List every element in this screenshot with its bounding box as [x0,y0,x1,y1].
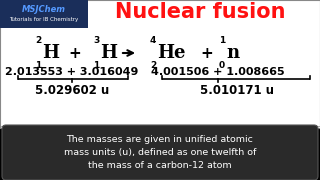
Text: MSJChem: MSJChem [22,4,66,14]
Text: +: + [201,46,213,60]
FancyBboxPatch shape [0,0,88,28]
Text: 5.010171 u: 5.010171 u [200,84,274,98]
FancyBboxPatch shape [2,125,318,180]
Text: 2: 2 [35,36,41,45]
FancyBboxPatch shape [0,0,320,128]
Text: H: H [42,44,59,62]
Text: 5.029602 u: 5.029602 u [35,84,109,98]
Text: 1: 1 [35,61,41,70]
Text: 4.001506 + 1.008665: 4.001506 + 1.008665 [151,67,285,77]
Text: H: H [100,44,117,62]
Text: Tutorials for IB Chemistry: Tutorials for IB Chemistry [9,17,79,21]
Text: 3: 3 [93,36,99,45]
Text: 1: 1 [93,61,99,70]
Text: +: + [68,46,81,60]
Text: 0: 0 [219,61,225,70]
Text: n: n [226,44,239,62]
Text: The masses are given in unified atomic
mass units (u), defined as one twelfth of: The masses are given in unified atomic m… [64,135,256,170]
Text: Nuclear fusion: Nuclear fusion [115,2,285,22]
Text: 2.013553 + 3.016049: 2.013553 + 3.016049 [5,67,139,77]
Text: 1: 1 [219,36,225,45]
Text: 4: 4 [150,36,156,45]
Text: 2: 2 [150,61,156,70]
Text: He: He [157,44,186,62]
